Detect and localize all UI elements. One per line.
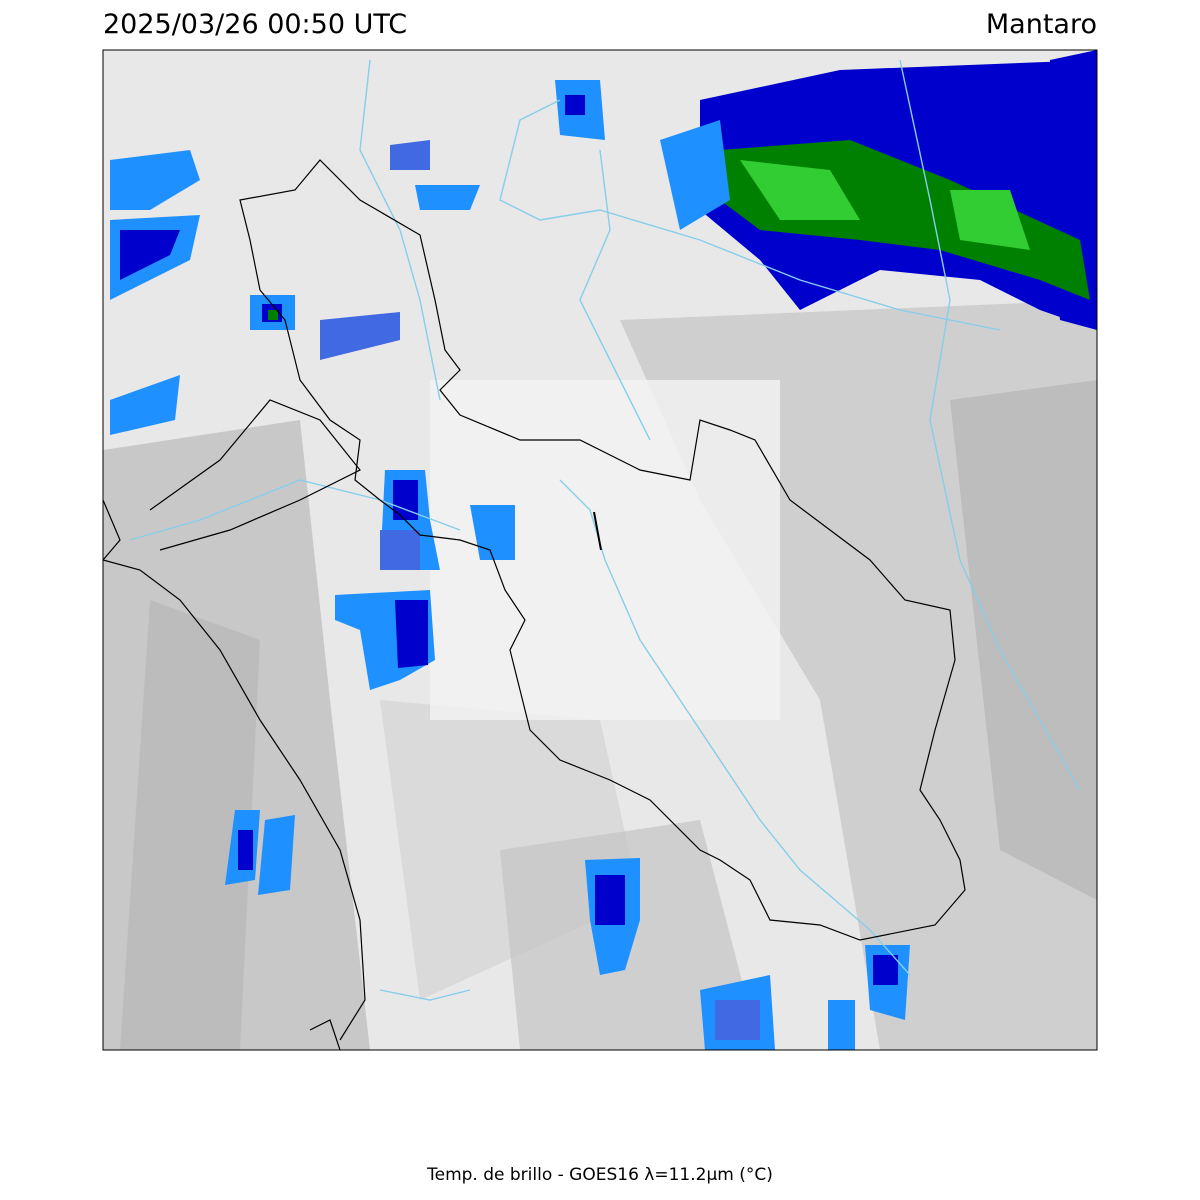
title: 2025/03/26 00:50 UTC	[103, 9, 407, 40]
region-name: Mantaro	[986, 9, 1097, 40]
satellite-image	[103, 50, 1097, 1050]
colorbar-label: Temp. de brillo - GOES16 λ=11.2μm (°C)	[426, 1165, 773, 1185]
